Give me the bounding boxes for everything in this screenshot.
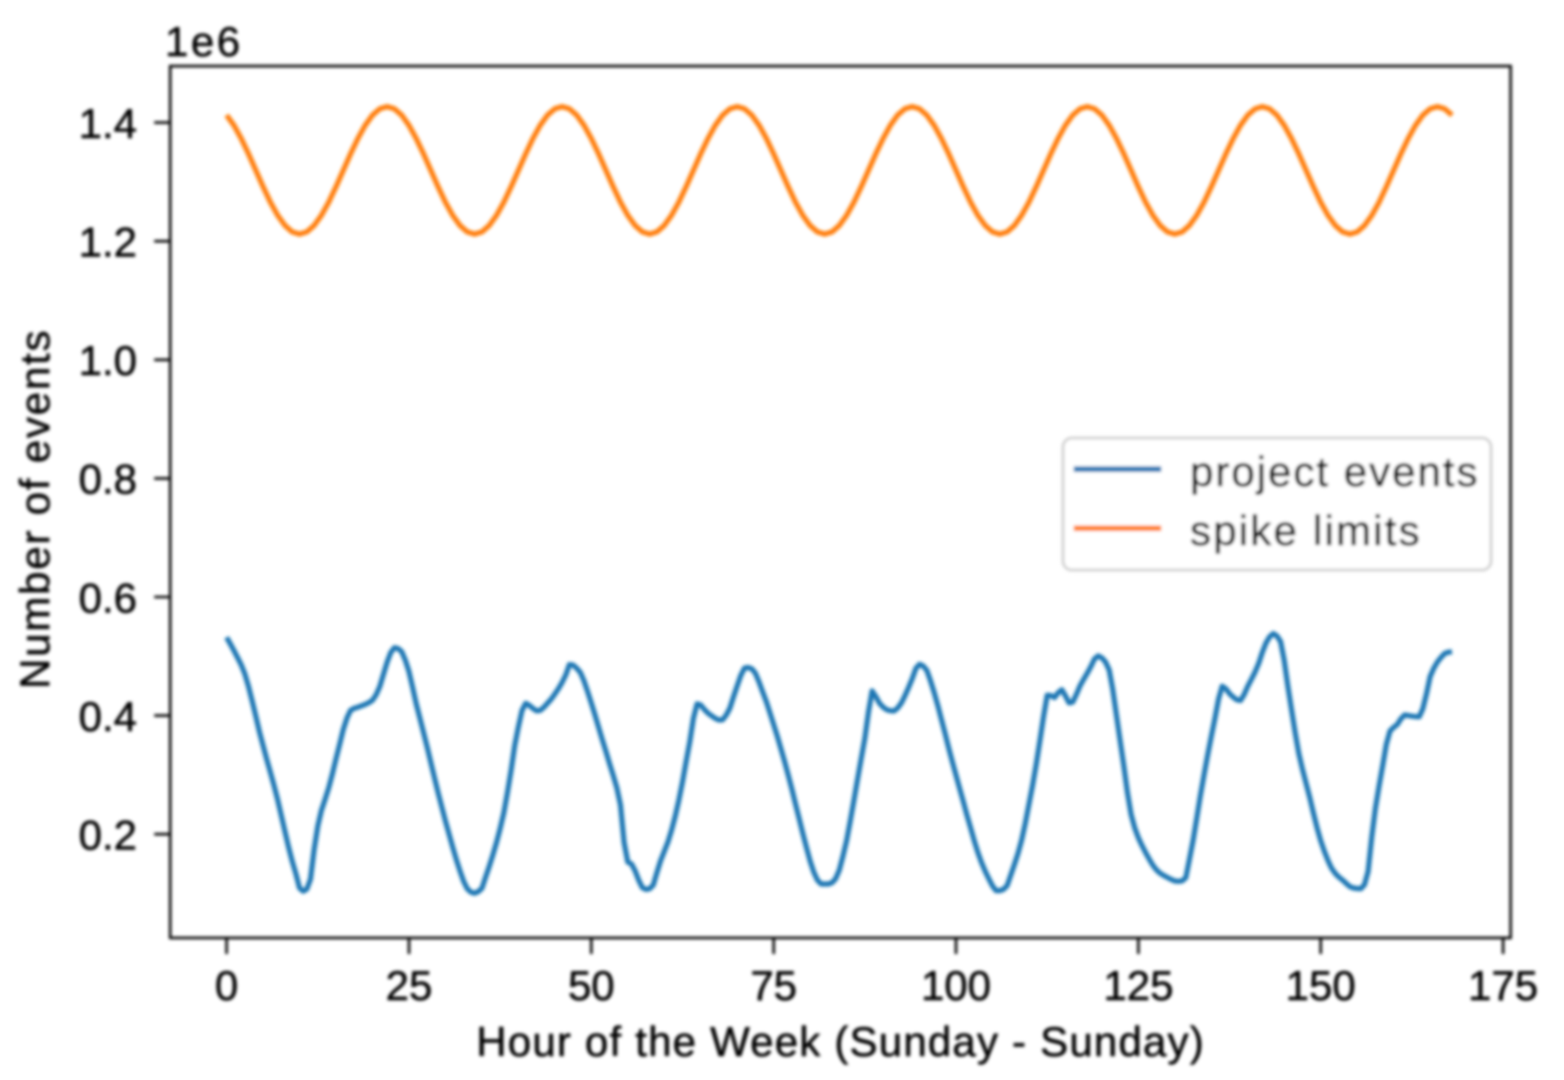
svg-text:1.4: 1.4: [79, 100, 137, 147]
svg-text:1.2: 1.2: [79, 219, 137, 266]
svg-text:spike limits: spike limits: [1190, 507, 1422, 554]
svg-text:0.6: 0.6: [79, 574, 137, 621]
svg-text:175: 175: [1468, 962, 1538, 1009]
svg-text:50: 50: [568, 962, 615, 1009]
svg-text:0.2: 0.2: [79, 812, 137, 859]
svg-text:0.8: 0.8: [79, 456, 137, 503]
svg-text:1e6: 1e6: [165, 18, 243, 65]
svg-text:25: 25: [386, 962, 433, 1009]
svg-text:Hour of the Week (Sunday - Sun: Hour of the Week (Sunday - Sunday): [476, 1018, 1205, 1065]
svg-text:Number of events: Number of events: [11, 329, 58, 689]
svg-text:project events: project events: [1190, 448, 1479, 495]
svg-text:1.0: 1.0: [79, 337, 137, 384]
svg-text:0.4: 0.4: [79, 693, 137, 740]
svg-text:150: 150: [1286, 962, 1356, 1009]
svg-text:75: 75: [750, 962, 797, 1009]
svg-text:100: 100: [921, 962, 991, 1009]
svg-text:125: 125: [1103, 962, 1173, 1009]
svg-text:0: 0: [215, 962, 238, 1009]
